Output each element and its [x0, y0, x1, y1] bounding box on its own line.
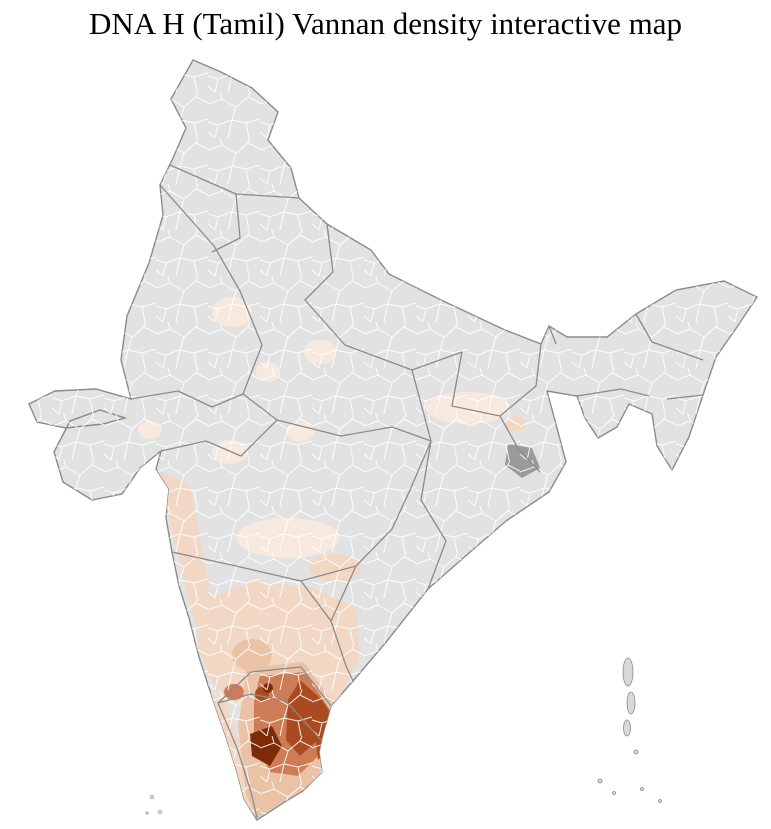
state-borders [130, 164, 704, 819]
lakshadweep-islands[interactable] [145, 795, 162, 815]
page-title: DNA H (Tamil) Vannan density interactive… [89, 6, 682, 41]
andaman-nicobar-islands[interactable] [597, 657, 662, 803]
